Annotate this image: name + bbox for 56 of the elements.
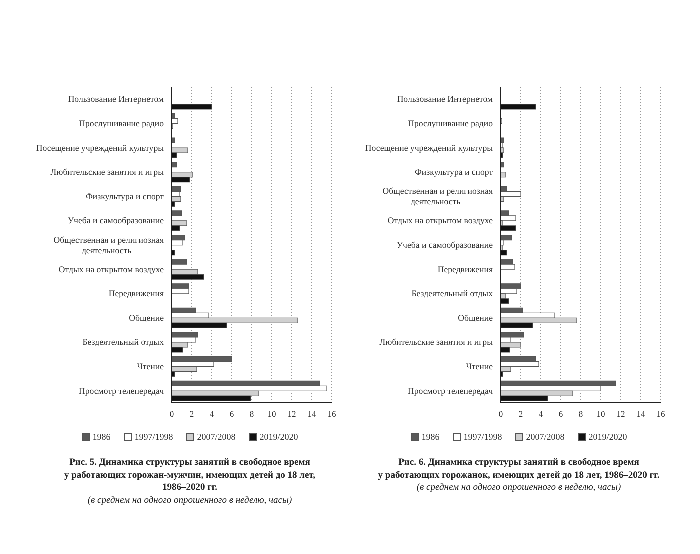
legend-label: 2019/2020 bbox=[588, 432, 628, 442]
y-tick-label: Чтение bbox=[137, 362, 164, 372]
text: (в среднем на одного опрошенного в неделю, часы) bbox=[416, 482, 622, 494]
x-tick-label: 10 bbox=[596, 409, 606, 420]
y-tick-label: Просмотр телепередач bbox=[79, 386, 165, 396]
y-tick-label: Физкультура и спорт bbox=[86, 191, 164, 202]
legend-label: 1986 bbox=[422, 432, 440, 442]
y-tick-label: Прослушивание радио bbox=[408, 118, 494, 128]
x-tick-label: 8 bbox=[578, 409, 584, 420]
x-tick-label: 14 bbox=[636, 409, 646, 420]
x-tick-label: 4 bbox=[210, 409, 215, 420]
y-tick-label: Физкультура и спорт bbox=[414, 167, 494, 178]
legend-label: 1997/1998 bbox=[134, 432, 174, 442]
x-tick-label: 0 bbox=[498, 409, 504, 420]
x-tick-label: 2 bbox=[190, 409, 194, 420]
x-tick-label: 14 bbox=[308, 409, 317, 420]
y-tick-label: Чтение bbox=[466, 362, 494, 372]
y-tick-label: Посещение учреждений культуры bbox=[365, 142, 494, 153]
y-tick-label: Бездеятельный отдых bbox=[412, 288, 494, 299]
x-tick-label: 0 bbox=[170, 409, 174, 420]
y-tick-label: Прослушивание радио bbox=[79, 118, 165, 128]
x-tick-label: 12 bbox=[616, 409, 626, 420]
y-tick-label: Общение bbox=[129, 312, 164, 323]
x-tick-label: 6 bbox=[230, 409, 234, 420]
x-tick-label: 4 bbox=[538, 409, 544, 420]
y-tick-label: Пользование Интернетом bbox=[397, 94, 494, 104]
y-tick-label: Бездеятельный отдых bbox=[82, 337, 165, 348]
legend-label: 2019/2020 bbox=[260, 432, 298, 442]
x-tick-label: 12 bbox=[288, 409, 296, 420]
legend-label: 2007/2008 bbox=[197, 432, 236, 442]
y-tick-label: Посещение учреждений культуры bbox=[36, 142, 164, 153]
y-tick-label: Передвижения bbox=[108, 288, 164, 299]
x-tick-label: 10 bbox=[268, 409, 276, 420]
x-tick-label: 8 bbox=[250, 409, 254, 420]
y-tick-label: Отдых на открытом воздухе bbox=[388, 216, 494, 226]
legend-label: 1997/1998 bbox=[464, 432, 502, 442]
legend-label: 1986 bbox=[92, 432, 111, 442]
x-tick-label: 16 bbox=[328, 409, 336, 420]
x-tick-label: 2 bbox=[518, 409, 524, 420]
y-tick-label: Передвижения bbox=[438, 264, 493, 274]
text: Рис. 5. Динамика структуры занятий в свободное время у работающих горожан-мужчин, имеющих детей до 18 лет, 1986–2020 гг. bbox=[64, 457, 316, 494]
x-tick-label: 16 bbox=[656, 409, 666, 420]
legend-label: 2007/2008 bbox=[526, 432, 565, 442]
y-tick-label: Любительские занятия и игры bbox=[380, 337, 494, 348]
y-tick-label: Общественная и религиозная деятельность bbox=[382, 186, 493, 207]
y-tick-label: Пользование Интернетом bbox=[68, 94, 164, 104]
y-tick-label: Отдых на открытом воздухе bbox=[58, 264, 164, 274]
text: Рис. 6. Динамика структуры занятий в свободное время у работающих горожанок, имеющих детей до 18 лет, 1986–2020 гг. bbox=[377, 457, 661, 482]
y-tick-label: Общение bbox=[458, 312, 494, 323]
y-tick-label: Любительские занятия и игры bbox=[50, 167, 164, 178]
y-tick-label: Учеба и самообразование bbox=[396, 240, 494, 250]
x-tick-label: 6 bbox=[558, 409, 564, 420]
y-tick-label: Учеба и самообразование bbox=[68, 216, 164, 226]
text: (в среднем на одного опрошенного в неделю, часы) bbox=[86, 494, 294, 507]
y-tick-label: Просмотр телепередач bbox=[408, 386, 494, 396]
y-tick-label: Общественная и религиозная деятельность bbox=[54, 234, 164, 256]
